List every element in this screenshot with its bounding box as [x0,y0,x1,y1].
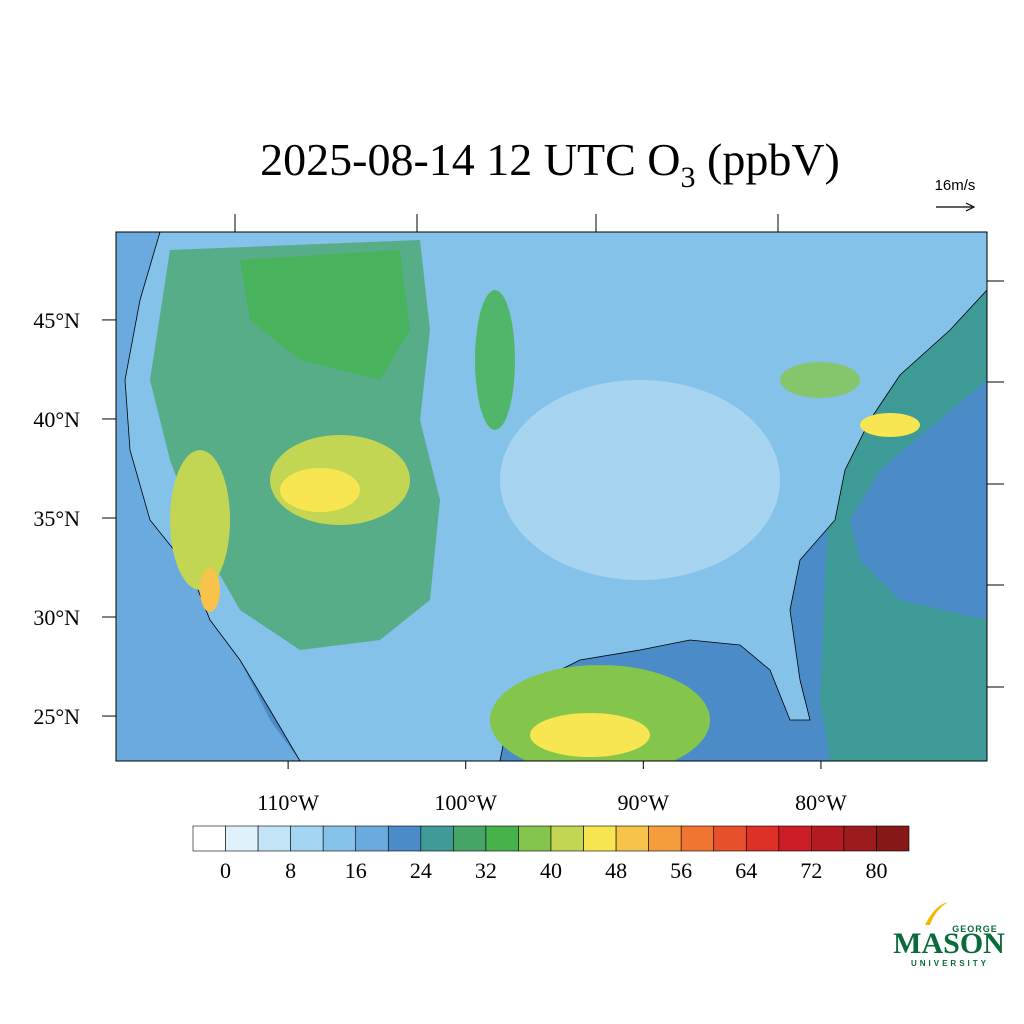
colorbar-box [811,825,845,852]
gulf-core [530,713,650,757]
ca-field [170,450,230,590]
colorbar-box [680,825,715,852]
colorbar-box [322,825,357,852]
colorbar-box [387,825,422,852]
colorbar-label: 0 [220,858,231,883]
colorbar-box [485,825,519,852]
lat-label: 45°N [33,308,80,333]
colorbar-box [225,825,259,852]
title-main: 2025-08-14 12 UTC O [260,134,680,185]
logo-top: GEORGE [952,924,998,934]
colorbar-label: 40 [540,858,562,883]
colorbar-label: 16 [345,858,367,883]
title-space [696,134,708,185]
colorbar-box [745,825,780,852]
colorbar-label: 72 [800,858,822,883]
colorbar-box [355,825,389,852]
lat-label: 30°N [33,605,80,630]
title-units: (ppbV) [707,134,840,185]
colorbar-label: 32 [475,858,497,883]
colorbar-box [420,825,454,852]
ca-core [200,568,220,612]
logo: GEORGE MASON UNIVERSITY [893,902,1005,968]
colorbar-box [518,825,552,852]
lon-label: 100°W [434,790,497,815]
colorbar-box [615,825,649,852]
lat-label: 35°N [33,506,80,531]
lon-label: 80°W [795,790,847,815]
plains-field [475,290,515,430]
title: 2025-08-14 12 UTC O3 (ppbV) [260,134,840,194]
colorbar-label: 64 [735,858,757,883]
east-field [500,380,780,580]
logo-main: MASON [893,927,1005,960]
colorbar-box [257,825,291,852]
logo-flame [925,902,948,925]
atlantic-core [860,413,920,437]
map-field [116,232,987,761]
frame-ticks [234,214,1004,688]
lon-label: 110°W [257,790,319,815]
colorbar-box [876,825,910,852]
ne-field [780,362,860,398]
colorbar-box [550,825,584,852]
colorbar-label: 8 [285,858,296,883]
map-frame [115,231,988,762]
lat-label: 25°N [33,704,80,729]
logo-bottom: UNIVERSITY [911,959,989,968]
vector-arrowhead [965,202,976,212]
colorbar-label: 56 [670,858,692,883]
colorbar-box [453,825,487,852]
north-field [240,250,410,380]
colorbar-box [583,825,617,852]
colorbar-box [778,825,812,852]
colorbar-box [713,825,747,852]
vector-label: 16m/s [935,177,976,194]
title-subscript: 3 [681,161,696,194]
colorbar-label: 80 [865,858,887,883]
colorbar-box [290,825,324,852]
yellow-core [280,468,360,512]
colorbar-label: 48 [605,858,627,883]
colorbar-box [648,825,682,852]
pacific [116,232,300,761]
colorbar-label: 24 [410,858,432,883]
lat-label: 40°N [33,407,80,432]
lon-label: 90°W [618,790,670,815]
colorbar-box [192,825,226,852]
colorbar-box [843,825,877,852]
